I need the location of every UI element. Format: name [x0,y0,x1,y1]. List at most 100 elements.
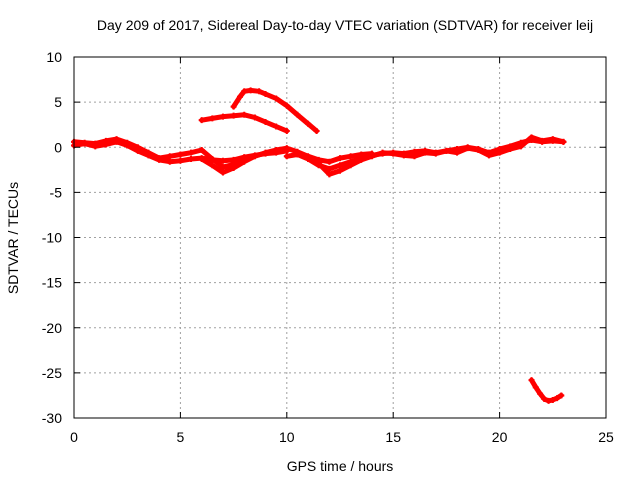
data-point [454,149,461,156]
data-point [464,145,471,152]
data-point [219,169,226,176]
data-point [549,396,556,403]
data-point [251,153,258,160]
y-tick-label: -10 [42,230,62,246]
data-point [134,144,141,151]
x-tick-label: 5 [177,429,185,445]
data-point [541,396,548,403]
data-point [443,147,450,154]
chart-title: Day 209 of 2017, Sidereal Day-to-day VTE… [97,17,593,33]
data-point [273,95,280,102]
data-point [326,158,333,165]
data-point [315,160,322,167]
data-point [188,149,195,156]
data-point [209,162,216,169]
x-tick-label: 15 [385,429,401,445]
data-point [475,146,482,153]
data-point [532,384,539,391]
data-point [273,123,280,130]
data-point [209,115,216,122]
data-point [283,145,290,152]
data-point [549,136,556,143]
x-tick-label: 25 [598,429,614,445]
data-point [294,151,301,158]
data-point [313,128,320,135]
data-point [379,149,386,156]
x-tick-label: 20 [492,429,508,445]
y-tick-label: 0 [54,139,62,155]
data-point [496,149,503,156]
x-tick-label: 0 [70,429,78,445]
data-point [262,149,269,156]
data-point [209,155,216,162]
grid-layer [74,57,606,418]
data-point [528,377,535,384]
data-point [368,153,375,160]
data-point [236,93,243,100]
data-point [554,395,561,402]
data-point [528,134,535,141]
data-point [102,137,109,144]
data-point [262,91,269,98]
data-point [198,117,205,124]
data-point [347,153,354,160]
data-point [230,112,237,119]
data-layer [71,87,567,404]
data-point [347,162,354,169]
data-point [517,143,524,150]
data-point [247,87,254,94]
x-tick-label: 10 [279,429,295,445]
data-point [283,128,290,135]
y-tick-label: -30 [42,410,62,426]
data-point [198,146,205,153]
data-point [358,156,365,163]
y-tick-label: 5 [54,94,62,110]
data-point [219,157,226,164]
data-point [262,118,269,125]
data-point [422,149,429,156]
data-point [558,392,565,399]
data-point [411,153,418,160]
data-point [337,167,343,174]
data-point [432,150,439,157]
data-point [241,158,248,165]
data-point [337,162,343,169]
data-point [273,146,280,153]
data-point [485,152,492,159]
tick-layer: 0 5 10 15 20 25 -30 -25 -20 -15 -10 -5 0 5 10 [42,49,614,445]
y-tick-label: -20 [42,320,62,336]
y-tick-label: -5 [50,184,63,200]
data-point [188,155,195,162]
data-point [166,158,173,165]
data-point [219,164,226,171]
data-point [283,102,290,109]
data-point [326,171,333,178]
data-point [251,114,258,121]
y-axis-label: SDTVAR / TECUs [5,182,21,294]
data-point [219,113,226,120]
data-point [305,155,312,162]
data-point [198,155,205,162]
x-axis-label: GPS time / hours [287,458,394,474]
data-point [507,146,514,153]
data-point [156,155,163,162]
data-point [560,138,567,145]
data-point [230,165,237,172]
data-point [390,150,397,157]
data-point [537,390,544,397]
data-point [256,88,263,95]
data-point [177,151,184,158]
y-tick-label: -15 [42,275,62,291]
data-point [241,88,248,95]
data-point [230,103,237,110]
data-point [92,140,99,147]
data-point [294,111,301,118]
data-point [337,155,343,162]
data-point [177,157,184,164]
data-point [241,111,248,118]
data-point [166,153,173,160]
data-point [113,136,120,143]
data-point [124,139,131,146]
data-point [145,149,152,156]
